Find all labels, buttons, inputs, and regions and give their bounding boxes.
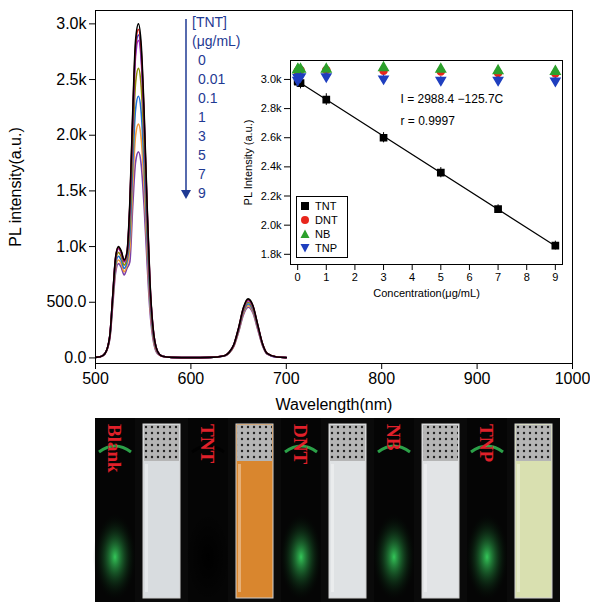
svg-text:1.0k: 1.0k <box>56 238 87 255</box>
svg-text:5: 5 <box>438 271 444 283</box>
svg-text:TNT: TNT <box>197 424 218 463</box>
html-text:9: 9 <box>198 185 206 201</box>
svg-text:Wavelength(nm): Wavelength(nm) <box>276 396 393 413</box>
svg-text:0.0: 0.0 <box>64 349 86 366</box>
html-text:NB: NB <box>315 228 331 240</box>
svg-text:2.8k: 2.8k <box>261 102 282 114</box>
svg-text:1: 1 <box>323 271 329 283</box>
html-text:(μg/mL): (μg/mL) <box>192 33 241 49</box>
svg-text:2.0k: 2.0k <box>56 126 87 143</box>
svg-text:NB: NB <box>383 424 404 451</box>
svg-text:800: 800 <box>368 370 395 387</box>
html-text:7: 7 <box>198 166 206 182</box>
html-text:[TNT]: [TNT] <box>192 14 227 30</box>
svg-text:0: 0 <box>295 271 301 283</box>
svg-text:2.2k: 2.2k <box>261 190 282 202</box>
html-text:0.1: 0.1 <box>198 90 218 106</box>
svg-text:500: 500 <box>82 370 109 387</box>
svg-text:Blank: Blank <box>104 424 125 473</box>
svg-text:Concentration(μg/mL): Concentration(μg/mL) <box>373 287 480 299</box>
svg-text:2: 2 <box>352 271 358 283</box>
svg-text:7: 7 <box>495 271 501 283</box>
html-text:TNP: TNP <box>315 242 337 254</box>
svg-text:PL intensity(a.u.): PL intensity(a.u.) <box>7 127 24 246</box>
svg-text:1.5k: 1.5k <box>56 182 87 199</box>
svg-text:600: 600 <box>178 370 205 387</box>
svg-text:2.4k: 2.4k <box>261 160 282 172</box>
svg-text:2.0k: 2.0k <box>261 219 282 231</box>
svg-text:8: 8 <box>524 271 530 283</box>
html-text:0: 0 <box>198 52 206 68</box>
html-text:5: 5 <box>198 147 206 163</box>
svg-text:TNP: TNP <box>476 424 497 462</box>
svg-text:2.5k: 2.5k <box>56 71 87 88</box>
svg-text:700: 700 <box>273 370 300 387</box>
svg-text:DNT: DNT <box>290 424 311 464</box>
svg-text:3: 3 <box>380 271 386 283</box>
svg-text:6: 6 <box>466 271 472 283</box>
svg-text:r = 0.9997: r = 0.9997 <box>401 114 456 128</box>
html-text:0.01: 0.01 <box>198 71 226 87</box>
html-text:TNT: TNT <box>315 200 337 212</box>
html-text:1: 1 <box>198 109 206 125</box>
svg-text:1.8k: 1.8k <box>261 248 282 260</box>
svg-text:3.0k: 3.0k <box>261 73 282 85</box>
html-text:DNT: DNT <box>315 214 338 226</box>
svg-text:900: 900 <box>464 370 491 387</box>
svg-text:4: 4 <box>409 271 415 283</box>
svg-text:500.0: 500.0 <box>46 293 86 310</box>
svg-text:9: 9 <box>552 271 558 283</box>
svg-text:I = 2988.4 −125.7C: I = 2988.4 −125.7C <box>401 92 504 106</box>
svg-text:2.6k: 2.6k <box>261 131 282 143</box>
svg-text:1000: 1000 <box>555 370 590 387</box>
html-text:3: 3 <box>198 128 206 144</box>
svg-text:3.0k: 3.0k <box>56 15 87 32</box>
svg-text:PL Intensity (a.u.): PL Intensity (a.u.) <box>242 120 254 206</box>
